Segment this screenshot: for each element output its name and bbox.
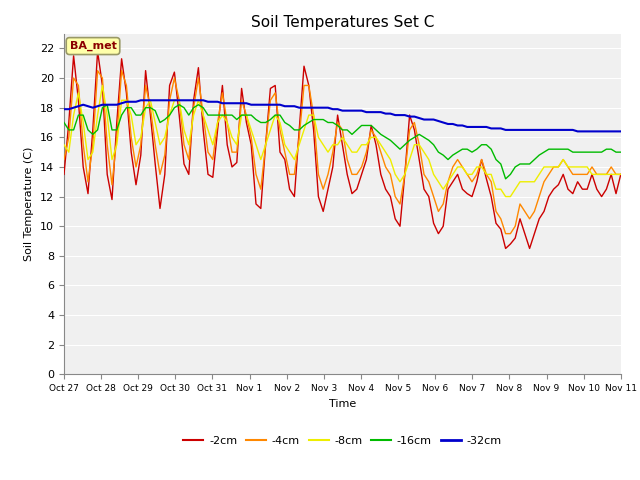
Legend: -2cm, -4cm, -8cm, -16cm, -32cm: -2cm, -4cm, -8cm, -16cm, -32cm (179, 431, 506, 450)
X-axis label: Time: Time (329, 399, 356, 408)
Text: BA_met: BA_met (70, 41, 116, 51)
Title: Soil Temperatures Set C: Soil Temperatures Set C (251, 15, 434, 30)
Y-axis label: Soil Temperature (C): Soil Temperature (C) (24, 147, 35, 261)
